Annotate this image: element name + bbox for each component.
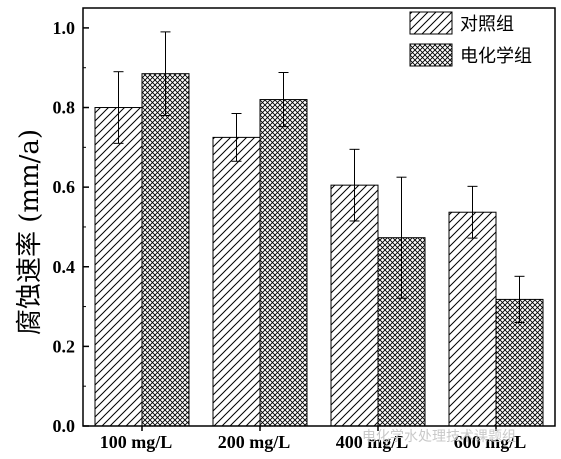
error-bar-electrochemical-4: [514, 275, 525, 323]
bar-electrochemical-1: [141, 73, 190, 427]
x-tick-label-2: 200 mg/L: [218, 432, 291, 452]
error-bar-control-2: [231, 112, 242, 162]
error-bar-control-4: [467, 185, 478, 239]
legend-swatch-control: [409, 11, 453, 35]
error-bar-electrochemical-1: [160, 31, 171, 116]
bar-control-4: [448, 211, 497, 427]
bar-electrochemical-2: [259, 99, 308, 427]
x-tick-label-4: 600 mg/L: [454, 432, 527, 452]
plot-frame: [82, 7, 556, 427]
y-tick-label-5: 0.8: [53, 98, 76, 118]
y-tick-label-1: 0.0: [53, 416, 76, 436]
x-tick-label-3: 400 mg/L: [336, 432, 409, 452]
legend: 对照组 电化学组: [409, 11, 532, 67]
bar-control-1: [94, 107, 143, 427]
watermark-text: 电化学水处理技术课题组: [362, 429, 516, 445]
x-tick-label-1: 100 mg/L: [100, 432, 173, 452]
y-tick-label-4: 0.6: [53, 177, 76, 197]
bar-control-3: [330, 184, 379, 427]
y-axis-title: 腐蚀速率 (mm/a): [15, 129, 45, 335]
y-tick-label-3: 0.4: [53, 257, 76, 277]
bar-control-2: [212, 136, 261, 427]
legend-label-control: 对照组: [460, 14, 514, 35]
legend-swatch-electrochemical: [409, 43, 453, 67]
error-bar-control-1: [113, 71, 124, 144]
legend-label-electrochemical: 电化学组: [460, 46, 532, 67]
error-bar-control-3: [349, 148, 360, 222]
y-tick-label-6: 1.0: [53, 18, 76, 38]
error-bar-electrochemical-2: [278, 71, 289, 128]
error-bar-electrochemical-3: [396, 176, 407, 299]
y-tick-label-2: 0.2: [53, 336, 76, 356]
